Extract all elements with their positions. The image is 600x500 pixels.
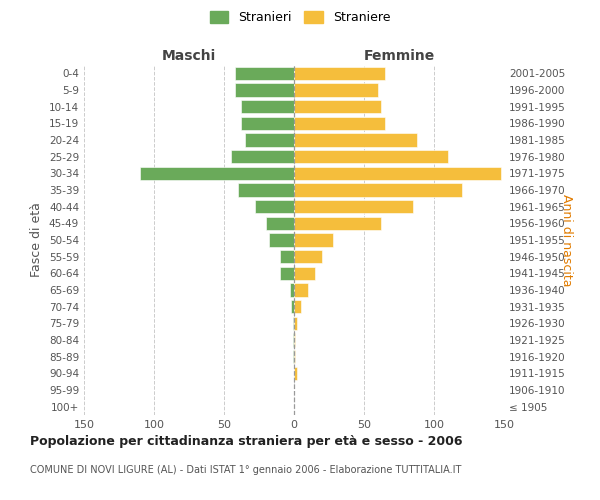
Y-axis label: Anni di nascita: Anni di nascita bbox=[560, 194, 572, 286]
Bar bbox=[294, 350, 295, 364]
Bar bbox=[294, 100, 381, 114]
Bar bbox=[294, 66, 385, 80]
Bar bbox=[294, 250, 322, 264]
Bar bbox=[280, 266, 294, 280]
Text: Maschi: Maschi bbox=[162, 48, 216, 62]
Bar bbox=[235, 66, 294, 80]
Bar bbox=[266, 216, 294, 230]
Bar bbox=[294, 116, 385, 130]
Bar bbox=[294, 200, 413, 213]
Bar bbox=[294, 134, 417, 146]
Bar bbox=[291, 300, 294, 314]
Bar bbox=[280, 250, 294, 264]
Bar bbox=[293, 334, 294, 346]
Bar bbox=[293, 350, 294, 364]
Bar bbox=[235, 84, 294, 96]
Bar bbox=[294, 316, 297, 330]
Bar bbox=[294, 284, 308, 296]
Bar bbox=[294, 166, 501, 180]
Bar bbox=[241, 116, 294, 130]
Bar bbox=[294, 334, 295, 346]
Text: Popolazione per cittadinanza straniera per età e sesso - 2006: Popolazione per cittadinanza straniera p… bbox=[30, 435, 463, 448]
Bar bbox=[293, 316, 294, 330]
Bar bbox=[245, 134, 294, 146]
Bar bbox=[241, 100, 294, 114]
Bar bbox=[294, 366, 297, 380]
Bar bbox=[269, 234, 294, 246]
Bar bbox=[255, 200, 294, 213]
Legend: Stranieri, Straniere: Stranieri, Straniere bbox=[205, 6, 395, 29]
Bar bbox=[294, 184, 462, 196]
Bar bbox=[290, 284, 294, 296]
Text: Femmine: Femmine bbox=[364, 48, 434, 62]
Bar bbox=[231, 150, 294, 164]
Text: COMUNE DI NOVI LIGURE (AL) - Dati ISTAT 1° gennaio 2006 - Elaborazione TUTTITALI: COMUNE DI NOVI LIGURE (AL) - Dati ISTAT … bbox=[30, 465, 461, 475]
Bar bbox=[294, 234, 333, 246]
Bar bbox=[294, 216, 381, 230]
Bar bbox=[294, 300, 301, 314]
Bar bbox=[294, 266, 315, 280]
Bar bbox=[140, 166, 294, 180]
Y-axis label: Fasce di età: Fasce di età bbox=[31, 202, 43, 278]
Bar bbox=[238, 184, 294, 196]
Bar bbox=[294, 84, 378, 96]
Bar bbox=[294, 150, 448, 164]
